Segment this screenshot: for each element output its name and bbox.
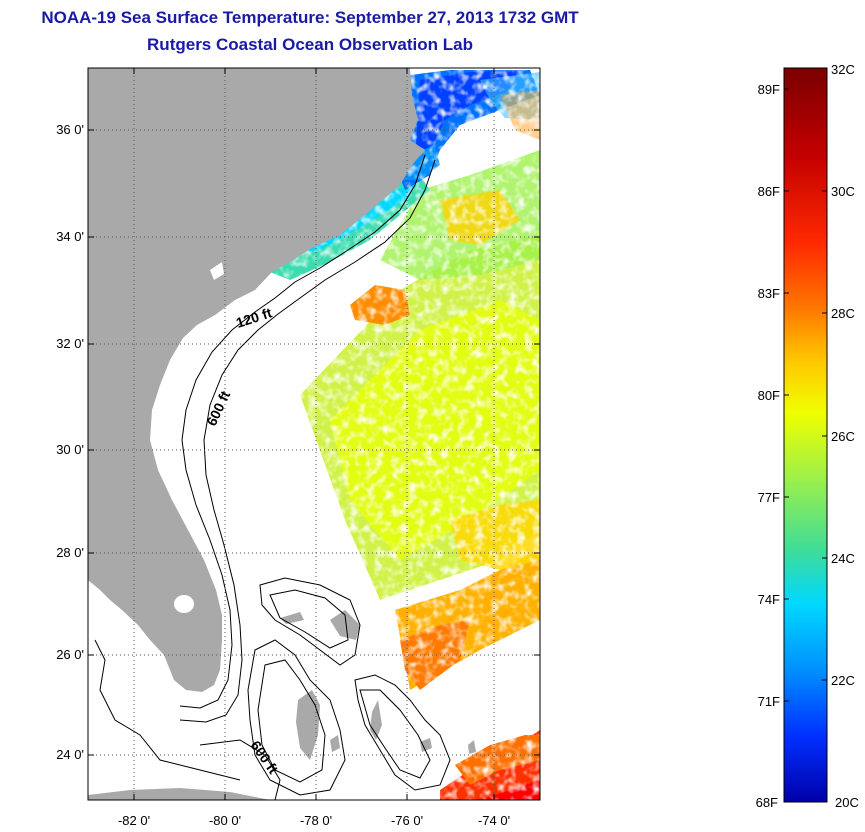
celsius-label: 24C bbox=[831, 551, 855, 566]
fahrenheit-label: 80F bbox=[758, 388, 780, 403]
bahamas-abaco bbox=[330, 610, 360, 640]
celsius-label: 28C bbox=[831, 306, 855, 321]
colorbar-fahrenheit-labels: 89F 86F 83F 80F 77F 74F 71F 68F bbox=[756, 82, 780, 810]
lon-label: -82 0' bbox=[118, 813, 150, 828]
bathymetry-contours bbox=[94, 154, 451, 800]
contour-120ft bbox=[179, 154, 426, 709]
colorbar-fahrenheit-ticks bbox=[784, 88, 789, 702]
map-gridlines bbox=[88, 68, 540, 800]
contour-600ft bbox=[179, 159, 436, 723]
lat-label: 34 0' bbox=[56, 229, 84, 244]
colorbar bbox=[783, 67, 828, 803]
longitude-labels: -82 0' -80 0' -78 0' -76 0' -74 0' bbox=[118, 813, 510, 828]
bahamas-andros bbox=[296, 690, 320, 760]
fahrenheit-label: 89F bbox=[758, 82, 780, 97]
map-tick-marks bbox=[88, 68, 540, 800]
fahrenheit-label: 71F bbox=[758, 694, 780, 709]
lat-label: 24 0' bbox=[56, 747, 84, 762]
lat-label: 36 0' bbox=[56, 122, 84, 137]
us-landmass bbox=[88, 68, 425, 692]
lat-label: 26 0' bbox=[56, 647, 84, 662]
contour-600ft-bahamas bbox=[247, 639, 346, 796]
lon-label: -76 0' bbox=[391, 813, 423, 828]
map-layers: 120 ft 600 ft 600 ft bbox=[88, 68, 540, 800]
celsius-label: 20C bbox=[835, 795, 859, 810]
fahrenheit-label: 74F bbox=[758, 592, 780, 607]
celsius-label: 30C bbox=[831, 184, 855, 199]
celsius-label: 32C bbox=[831, 62, 855, 77]
lat-label: 30 0' bbox=[56, 442, 84, 457]
fahrenheit-label: 86F bbox=[758, 184, 780, 199]
lat-label: 28 0' bbox=[56, 545, 84, 560]
fahrenheit-label: 77F bbox=[758, 490, 780, 505]
colorbar-celsius-labels: 32C 30C 28C 26C 24C 22C 20C bbox=[831, 62, 859, 810]
celsius-label: 22C bbox=[831, 673, 855, 688]
colorbar-celsius-ticks bbox=[822, 190, 827, 681]
lat-label: 32 0' bbox=[56, 336, 84, 351]
map-frame bbox=[87, 67, 541, 801]
lon-label: -78 0' bbox=[300, 813, 332, 828]
celsius-label: 26C bbox=[831, 429, 855, 444]
map-title: NOAA-19 Sea Surface Temperature: Septemb… bbox=[41, 8, 579, 27]
latitude-labels: 36 0' 34 0' 32 0' 30 0' 28 0' 26 0' 24 0… bbox=[56, 122, 84, 762]
inland-lake bbox=[210, 262, 224, 280]
fahrenheit-label: 83F bbox=[758, 286, 780, 301]
map-subtitle: Rutgers Coastal Ocean Observation Lab bbox=[147, 35, 473, 54]
lon-label: -74 0' bbox=[478, 813, 510, 828]
fahrenheit-label: 68F bbox=[756, 795, 778, 810]
lake-okeechobee bbox=[174, 595, 194, 613]
lon-label: -80 0' bbox=[209, 813, 241, 828]
